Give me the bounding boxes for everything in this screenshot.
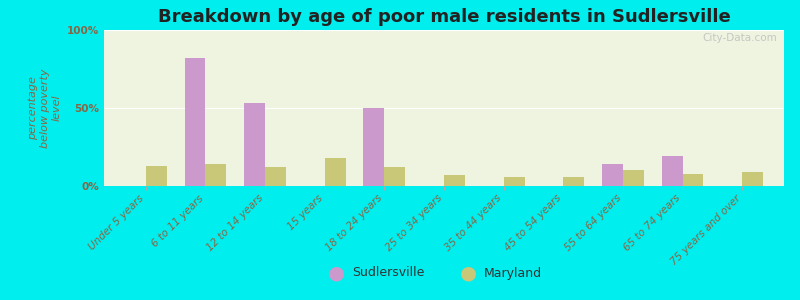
Bar bbox=[244, 103, 265, 186]
Bar bbox=[265, 167, 286, 186]
Bar bbox=[146, 166, 166, 186]
Bar bbox=[662, 156, 682, 186]
Bar bbox=[504, 177, 525, 186]
Bar bbox=[384, 167, 406, 186]
Text: ●: ● bbox=[459, 263, 477, 283]
Bar bbox=[185, 58, 206, 186]
Bar bbox=[444, 175, 465, 186]
Text: City-Data.com: City-Data.com bbox=[702, 33, 778, 43]
Bar bbox=[206, 164, 226, 186]
Bar bbox=[602, 164, 623, 186]
Bar bbox=[623, 170, 644, 186]
Text: ●: ● bbox=[327, 263, 345, 283]
Bar bbox=[325, 158, 346, 186]
Bar bbox=[682, 173, 703, 186]
Bar bbox=[742, 172, 763, 186]
Text: Maryland: Maryland bbox=[484, 266, 542, 280]
Y-axis label: percentage
below poverty
level: percentage below poverty level bbox=[28, 68, 62, 148]
Bar bbox=[363, 108, 384, 186]
Title: Breakdown by age of poor male residents in Sudlersville: Breakdown by age of poor male residents … bbox=[158, 8, 730, 26]
Bar bbox=[563, 177, 584, 186]
Text: Sudlersville: Sudlersville bbox=[352, 266, 424, 280]
